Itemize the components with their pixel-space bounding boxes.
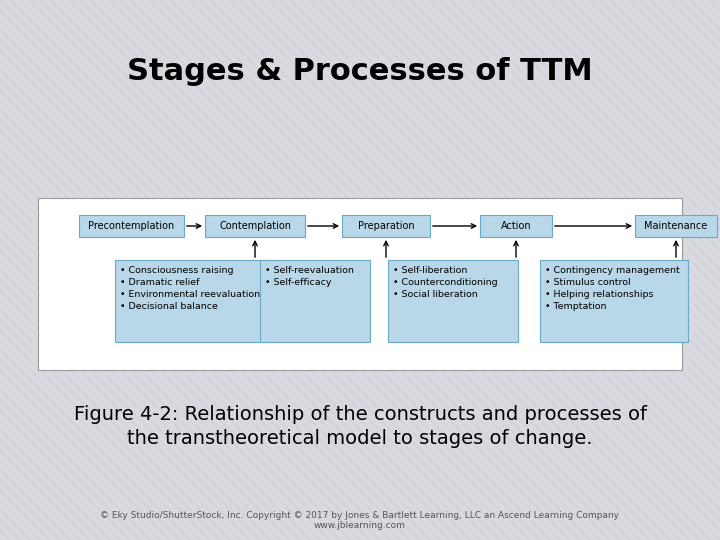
Bar [79, 215, 184, 237]
Text: • Consciousness raising
• Dramatic relief
• Environmental reevaluation
• Decisio: • Consciousness raising • Dramatic relie… [120, 266, 260, 312]
Bar [342, 215, 430, 237]
Text: Contemplation: Contemplation [219, 221, 291, 231]
Bar [38, 198, 682, 370]
Text: • Self-liberation
• Counterconditioning
• Social liberation: • Self-liberation • Counterconditioning … [393, 266, 498, 299]
Bar [540, 260, 688, 342]
Bar [115, 260, 273, 342]
Text: • Self-reevaluation
• Self-efficacy: • Self-reevaluation • Self-efficacy [265, 266, 354, 287]
Bar [205, 215, 305, 237]
Text: Figure 4-2: Relationship of the constructs and processes of: Figure 4-2: Relationship of the construc… [73, 406, 647, 424]
Text: Stages & Processes of TTM: Stages & Processes of TTM [127, 57, 593, 86]
Bar [260, 260, 370, 342]
Bar [635, 215, 717, 237]
Text: Action: Action [500, 221, 531, 231]
Text: the transtheoretical model to stages of change.: the transtheoretical model to stages of … [127, 429, 593, 448]
Text: www.jblearning.com: www.jblearning.com [314, 522, 406, 530]
Text: Precontemplation: Precontemplation [89, 221, 175, 231]
Text: Maintenance: Maintenance [644, 221, 708, 231]
Text: Preparation: Preparation [358, 221, 414, 231]
Text: • Contingency management
• Stimulus control
• Helping relationships
• Temptation: • Contingency management • Stimulus cont… [545, 266, 680, 312]
Bar [480, 215, 552, 237]
Bar [388, 260, 518, 342]
Text: © Eky Studio/ShutterStock, Inc. Copyright © 2017 by Jones & Bartlett Learning, L: © Eky Studio/ShutterStock, Inc. Copyrigh… [101, 511, 619, 521]
